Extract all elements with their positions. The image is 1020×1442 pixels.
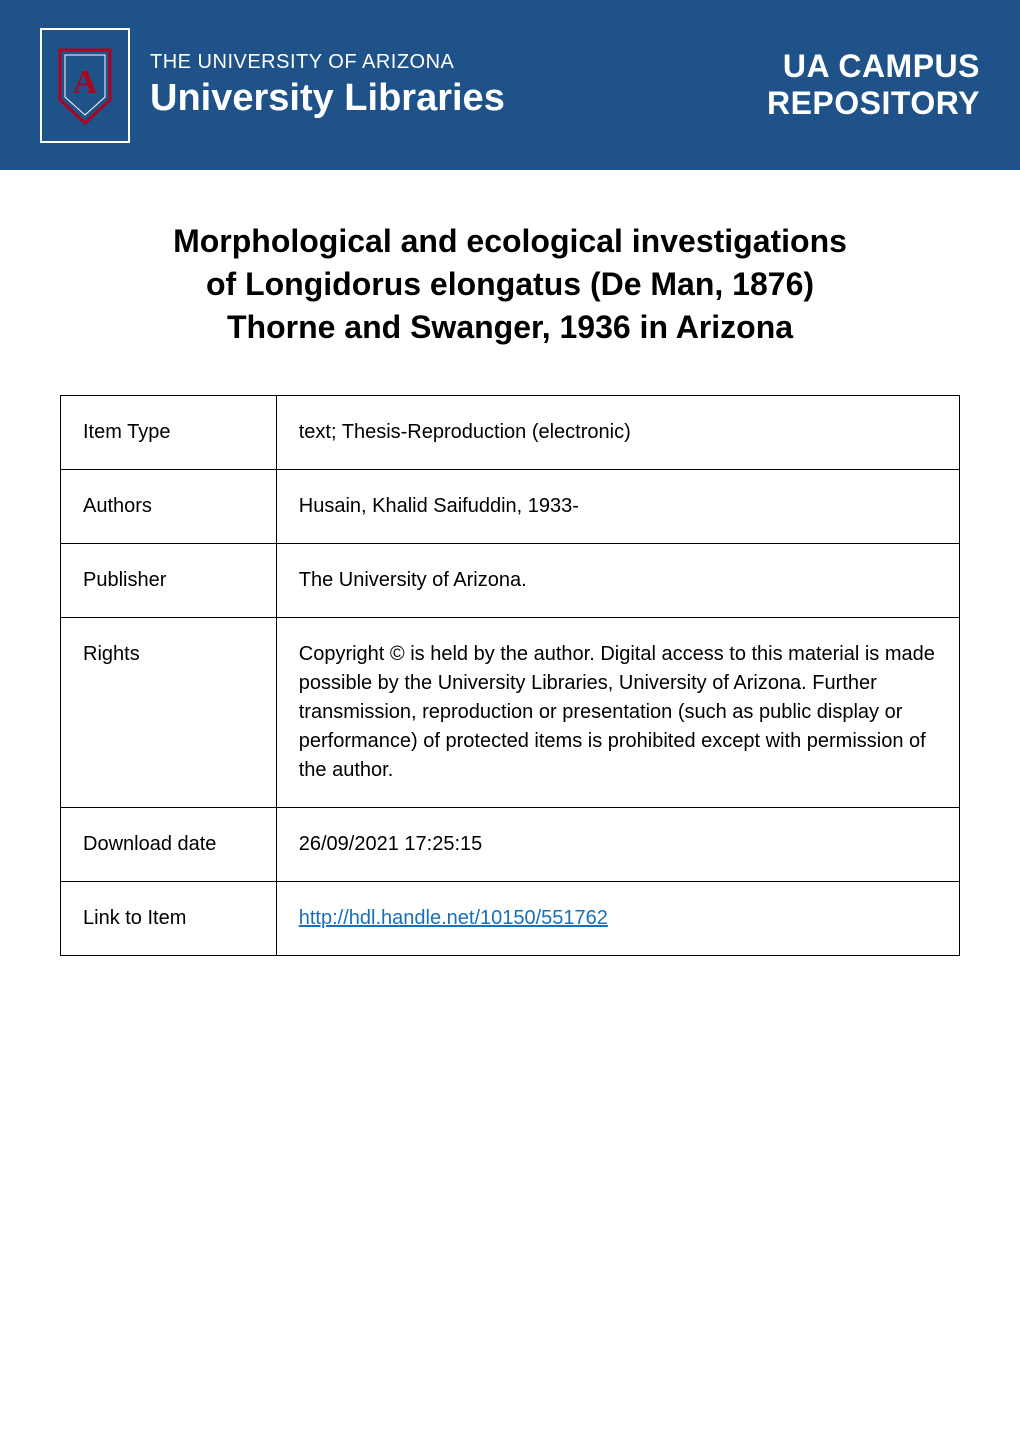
repository-title: UA CAMPUS REPOSITORY xyxy=(767,48,980,122)
meta-value: Husain, Khalid Saifuddin, 1933- xyxy=(276,469,959,543)
meta-key: Rights xyxy=(61,617,277,807)
title-line: Morphological and ecological investigati… xyxy=(173,223,847,259)
title-line: of Longidorus elongatus (De Man, 1876) xyxy=(206,266,814,302)
ua-logo: A xyxy=(40,28,130,143)
meta-value: http://hdl.handle.net/10150/551762 xyxy=(276,881,959,955)
meta-value: text; Thesis-Reproduction (electronic) xyxy=(276,395,959,469)
meta-value: 26/09/2021 17:25:15 xyxy=(276,807,959,881)
libraries-name: University Libraries xyxy=(150,77,505,120)
repository-banner: A THE UNIVERSITY OF ARIZONA University L… xyxy=(0,0,1020,170)
table-row: Authors Husain, Khalid Saifuddin, 1933- xyxy=(61,469,960,543)
institution-name: THE UNIVERSITY OF ARIZONA xyxy=(150,51,505,74)
meta-key: Authors xyxy=(61,469,277,543)
repository-line1: UA CAMPUS xyxy=(767,48,980,85)
svg-text:A: A xyxy=(73,64,98,101)
table-row: Rights Copyright © is held by the author… xyxy=(61,617,960,807)
table-row: Publisher The University of Arizona. xyxy=(61,543,960,617)
meta-value: The University of Arizona. xyxy=(276,543,959,617)
item-link[interactable]: http://hdl.handle.net/10150/551762 xyxy=(299,907,608,929)
table-row: Download date 26/09/2021 17:25:15 xyxy=(61,807,960,881)
table-row: Item Type text; Thesis-Reproduction (ele… xyxy=(61,395,960,469)
document-title: Morphological and ecological investigati… xyxy=(60,220,960,350)
meta-key: Publisher xyxy=(61,543,277,617)
title-line: Thorne and Swanger, 1936 in Arizona xyxy=(227,309,793,345)
table-row: Link to Item http://hdl.handle.net/10150… xyxy=(61,881,960,955)
content-area: Morphological and ecological investigati… xyxy=(0,170,1020,956)
institution-block: A THE UNIVERSITY OF ARIZONA University L… xyxy=(40,28,767,143)
repository-line2: REPOSITORY xyxy=(767,85,980,122)
meta-key: Download date xyxy=(61,807,277,881)
meta-key: Item Type xyxy=(61,395,277,469)
meta-value: Copyright © is held by the author. Digit… xyxy=(276,617,959,807)
ua-shield-icon: A xyxy=(55,45,115,125)
meta-key: Link to Item xyxy=(61,881,277,955)
metadata-table: Item Type text; Thesis-Reproduction (ele… xyxy=(60,395,960,956)
institution-text: THE UNIVERSITY OF ARIZONA University Lib… xyxy=(150,51,505,120)
